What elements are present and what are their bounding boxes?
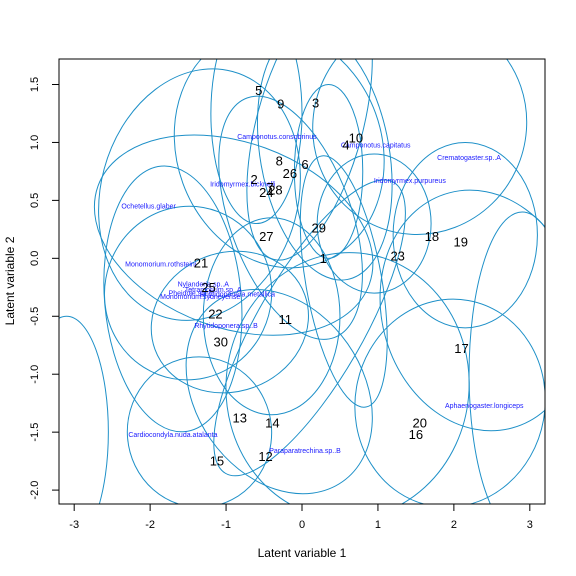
site-label: 20 <box>412 415 426 430</box>
species-label: Iridomyrmex.bicknelli <box>210 182 276 189</box>
species-label: Pheidole.sp..E <box>169 291 214 298</box>
species-label: Tetramorium.sp..A <box>185 287 242 294</box>
site-label: 13 <box>232 411 246 426</box>
site-label: 5 <box>255 83 262 98</box>
prediction-ellipse <box>354 298 545 504</box>
site-label: 25 <box>201 280 215 295</box>
x-tick-label: -1 <box>221 519 231 531</box>
site-label: 27 <box>259 229 273 244</box>
x-axis-title: Latent variable 1 <box>258 546 347 560</box>
y-tick-label: -1.5 <box>29 423 41 442</box>
site-label: 28 <box>268 182 282 197</box>
prediction-ellipse <box>150 250 309 394</box>
prediction-ellipse <box>379 189 545 432</box>
x-tick-label: -2 <box>145 519 155 531</box>
site-label: 16 <box>409 427 423 442</box>
prediction-ellipse <box>93 134 374 336</box>
site-label: 7 <box>266 180 273 195</box>
x-tick-label: 3 <box>527 519 533 531</box>
site-label: 29 <box>311 221 325 236</box>
prediction-ellipse <box>299 155 388 408</box>
x-axis: -3 -2 -1 0 1 2 3 <box>69 503 533 531</box>
site-label: 9 <box>277 97 284 112</box>
site-label: 10 <box>349 130 363 145</box>
x-tick-label: 0 <box>299 519 305 531</box>
species-label: Crematogaster.sp..A <box>437 155 501 162</box>
site-label: 1 <box>320 251 327 266</box>
y-tick-label: -2.0 <box>29 481 41 500</box>
species-label: Nylanderia.sp..A <box>178 281 230 288</box>
site-label: 3 <box>312 96 319 111</box>
species-label: Rhytidoponera.metallica <box>200 292 275 299</box>
site-label: 23 <box>390 249 404 264</box>
prediction-ellipse <box>59 315 109 504</box>
y-tick-label: 1.5 <box>29 77 41 92</box>
y-tick-label: -1.0 <box>29 365 41 384</box>
prediction-ellipse <box>185 288 373 495</box>
species-label: Monomorium.rothsteini <box>125 262 197 269</box>
prediction-ellipse <box>103 165 243 433</box>
prediction-ellipse <box>126 356 273 504</box>
species-label: Cardiocondyla.nuda.atalanta <box>128 432 217 439</box>
site-label: 18 <box>425 229 439 244</box>
prediction-ellipse <box>103 205 273 381</box>
site-label: 22 <box>208 306 222 321</box>
prediction-ellipse <box>202 217 341 416</box>
species-label: Aphaenogaster.longiceps <box>445 403 524 410</box>
site-label: 30 <box>214 334 228 349</box>
prediction-ellipse <box>173 59 385 269</box>
site-label: 11 <box>279 312 293 327</box>
species-label-layer: Camponotus.consobrinus Camponotus.capitat… <box>121 134 524 455</box>
species-label: Monomorium.sydneyense <box>160 294 240 301</box>
site-label: 17 <box>454 341 468 356</box>
prediction-ellipse <box>468 211 545 504</box>
prediction-ellipse <box>316 153 432 294</box>
prediction-ellipse <box>246 59 373 261</box>
prediction-ellipse <box>256 59 393 281</box>
site-label: 24 <box>259 185 273 200</box>
prediction-ellipse <box>293 83 364 259</box>
prediction-ellipse <box>225 252 470 504</box>
site-label: 6 <box>301 157 308 172</box>
ellipse-layer <box>59 59 545 504</box>
prediction-ellipse <box>98 68 301 321</box>
species-label: Rhytidoponera.sp..B <box>194 323 258 330</box>
x-tick-label: -3 <box>69 519 79 531</box>
site-label: 4 <box>342 137 349 152</box>
x-tick-label: 1 <box>375 519 381 531</box>
y-tick-label: 1.0 <box>29 135 41 150</box>
site-label: 14 <box>265 415 279 430</box>
species-label: Camponotus.capitatus <box>341 142 411 149</box>
y-tick-label: 0.0 <box>29 251 41 266</box>
species-label: Iridomyrmex.purpureus <box>374 178 446 185</box>
site-label: 12 <box>258 449 272 464</box>
y-axis-title: Latent variable 2 <box>3 236 17 325</box>
site-label: 26 <box>283 166 297 181</box>
prediction-ellipse <box>210 59 303 225</box>
site-label: 15 <box>210 454 224 469</box>
species-label: Ochetellus.glaber <box>121 204 176 211</box>
y-axis: -2.0 -1.5 -1.0 -0.5 0.0 0.5 1.0 1.5 <box>29 77 60 500</box>
site-label: 19 <box>453 235 467 250</box>
y-tick-label: -0.5 <box>29 307 41 326</box>
site-label: 8 <box>276 153 283 168</box>
prediction-ellipse <box>392 141 538 329</box>
prediction-ellipse <box>213 179 406 477</box>
x-tick-label: 2 <box>451 519 457 531</box>
y-tick-label: 0.5 <box>29 193 41 208</box>
site-label: 2 <box>251 172 258 187</box>
species-label: Paraparatrechina.sp..B <box>269 448 341 455</box>
site-label: 21 <box>194 255 208 270</box>
species-label: Camponotus.consobrinus <box>237 134 317 141</box>
